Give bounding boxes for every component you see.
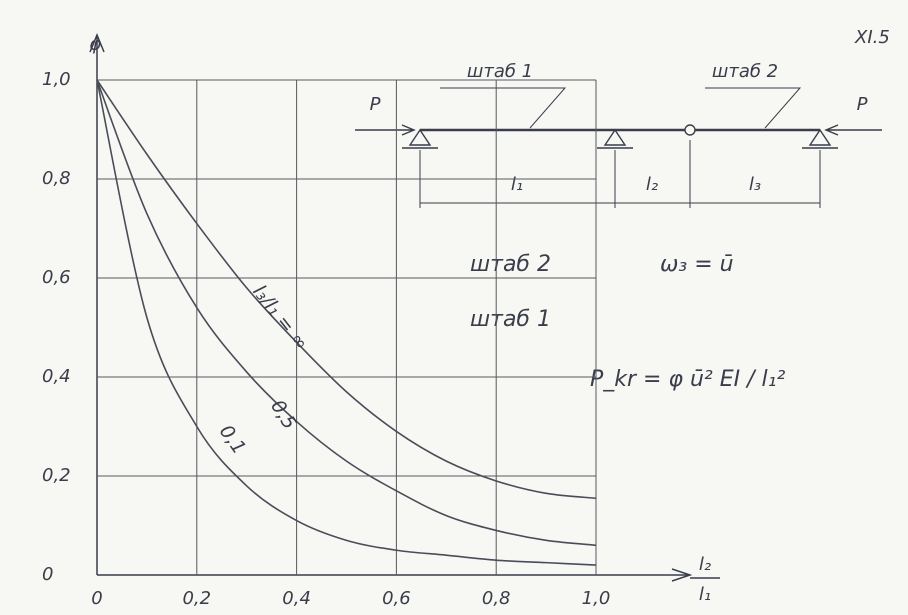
annotation: ω₃ = ū	[660, 252, 734, 277]
force-label: P	[857, 94, 868, 115]
y-tick-label: 0,4	[42, 366, 71, 387]
hinge	[684, 124, 696, 136]
x-tick-label: 1,0	[582, 588, 611, 609]
y-tick-label: 0,6	[42, 267, 71, 288]
bar-label: штаб 1	[467, 61, 533, 82]
x-tick-label: 0,6	[382, 588, 411, 609]
support	[802, 128, 838, 149]
force-label: P	[370, 94, 381, 115]
axis-arrow	[671, 568, 693, 582]
leader-line	[440, 87, 802, 129]
force-arrow	[355, 124, 416, 136]
x-tick-label: 0,2	[182, 588, 211, 609]
y-tick-label: 1,0	[42, 69, 71, 90]
curve	[96, 79, 597, 500]
beam-diagram: штаб 1 штаб 2 P P l₁ l₂ l₃	[355, 61, 882, 208]
annotation: штаб 1	[470, 307, 551, 332]
force-arrow	[824, 124, 882, 136]
x-axis-label: l₂	[699, 554, 711, 575]
bar-label: штаб 2	[712, 61, 778, 82]
x-axis-label: l₁	[699, 584, 711, 605]
curve	[96, 79, 597, 547]
axis-arrow	[89, 33, 105, 53]
span-label: l₂	[646, 174, 658, 195]
y-tick-label: 0,2	[42, 465, 71, 486]
span-label: l₁	[511, 174, 523, 195]
x-tick-label: 0,8	[482, 588, 511, 609]
curve-label: 0,5	[266, 396, 301, 433]
y-tick-label: 0	[42, 564, 53, 585]
curve-label: l₃/l₁ = ∞	[248, 281, 312, 354]
annotation: P_kr = φ ū² EI / l₁²	[590, 367, 785, 392]
support	[597, 128, 633, 149]
support	[402, 128, 438, 149]
span-label: l₃	[749, 174, 761, 195]
x-tick-label: 0,4	[282, 588, 311, 609]
y-tick-label: 0,8	[42, 168, 71, 189]
annotation: штаб 2	[470, 252, 551, 277]
curve-label: 0,1	[215, 421, 250, 458]
page-label: XI.5	[854, 27, 890, 48]
curve	[96, 79, 597, 566]
x-tick-label: 0	[91, 588, 102, 609]
